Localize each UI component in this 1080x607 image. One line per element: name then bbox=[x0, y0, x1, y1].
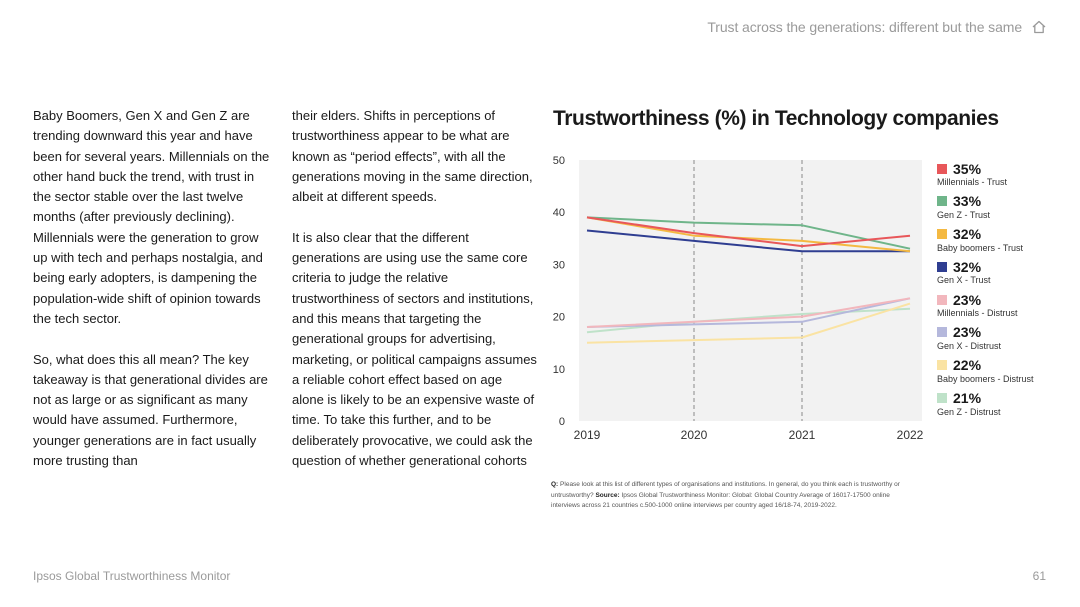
series-line bbox=[586, 216, 911, 250]
legend-swatch bbox=[937, 229, 947, 240]
legend-swatch bbox=[937, 327, 947, 338]
legend-value: 22% bbox=[953, 357, 982, 374]
legend-item-header: 35% bbox=[937, 160, 1067, 177]
legend-item-header: 21% bbox=[937, 390, 1067, 407]
legend-item-header: 33% bbox=[937, 193, 1067, 210]
chart-footnote: Q: Please look at this list of different… bbox=[551, 480, 911, 512]
legend-series-name: Gen Z - Distrust bbox=[937, 406, 1001, 417]
legend-item: 23% Millennials - Distrust bbox=[937, 291, 1067, 324]
legend-item: 23% Gen X - Distrust bbox=[937, 324, 1067, 357]
legend-value: 21% bbox=[953, 390, 982, 407]
legend-swatch bbox=[937, 393, 947, 404]
y-tick-label: 30 bbox=[553, 259, 565, 271]
series-line bbox=[586, 216, 911, 248]
legend-swatch bbox=[937, 163, 947, 174]
body-paragraph: their elders. Shifts in perceptions of t… bbox=[292, 108, 533, 205]
legend-item-header: 32% bbox=[937, 226, 1067, 243]
series-line bbox=[586, 229, 910, 253]
plot-background bbox=[579, 160, 922, 421]
legend-swatch bbox=[937, 196, 947, 207]
legend-series-name: Millennials - Distrust bbox=[937, 308, 1018, 319]
y-tick-label: 0 bbox=[559, 416, 565, 428]
legend-swatch bbox=[937, 261, 947, 272]
body-text-column-1: Baby Boomers, Gen X and Gen Z are trendi… bbox=[33, 106, 273, 492]
series-line bbox=[586, 216, 911, 253]
x-tick-label: 2022 bbox=[897, 428, 924, 442]
footnote-q-label: Q: bbox=[551, 481, 559, 488]
legend-item: 32% Baby boomers - Trust bbox=[937, 226, 1067, 259]
series-line bbox=[586, 297, 911, 328]
legend-value: 23% bbox=[953, 291, 982, 308]
series-line bbox=[586, 297, 911, 328]
legend-series-name: Baby boomers - Distrust bbox=[937, 373, 1034, 384]
page-header-title: Trust across the generations: different … bbox=[707, 19, 1022, 35]
y-tick-label: 40 bbox=[553, 207, 565, 219]
chart-legend: 35% Millennials - Trust 33% Gen Z - Trust 32… bbox=[937, 160, 1067, 422]
page-number: 61 bbox=[1032, 569, 1046, 583]
legend-item: 35% Millennials - Trust bbox=[937, 160, 1067, 193]
series-line bbox=[586, 302, 911, 344]
legend-value: 32% bbox=[953, 226, 982, 243]
body-paragraph: Baby Boomers, Gen X and Gen Z are trendi… bbox=[33, 108, 270, 326]
x-tick-label: 2020 bbox=[681, 428, 708, 442]
body-text-column-2: their elders. Shifts in perceptions of t… bbox=[292, 106, 537, 492]
body-paragraph: It is also clear that the different gene… bbox=[292, 229, 537, 469]
chart-title: Trustworthiness (%) in Technology compan… bbox=[553, 107, 999, 130]
footnote-source: Ipsos Global Trustworthiness Monitor: Gl… bbox=[551, 491, 890, 510]
footnote-question: Please look at this list of different ty… bbox=[551, 481, 900, 499]
legend-item-header: 23% bbox=[937, 291, 1067, 308]
legend-value: 23% bbox=[953, 324, 982, 341]
legend-swatch bbox=[937, 294, 947, 305]
x-tick-label: 2021 bbox=[789, 428, 816, 442]
legend-series-name: Gen Z - Trust bbox=[937, 209, 991, 220]
y-tick-label: 50 bbox=[553, 155, 565, 167]
legend-item: 22% Baby boomers - Distrust bbox=[937, 357, 1067, 390]
legend-item-header: 22% bbox=[937, 357, 1067, 374]
legend-series-name: Millennials - Trust bbox=[937, 177, 1008, 187]
legend-series-name: Gen X - Trust bbox=[937, 275, 991, 286]
legend-value: 35% bbox=[953, 160, 982, 177]
home-icon[interactable] bbox=[1031, 19, 1047, 35]
series-line bbox=[586, 307, 911, 334]
legend-item: 32% Gen X - Trust bbox=[937, 258, 1067, 291]
legend-item: 33% Gen Z - Trust bbox=[937, 193, 1067, 226]
body-paragraph: So, what does this all mean? The key tak… bbox=[33, 351, 268, 469]
line-chart: 0 10 20 30 40 50 2019 2020 2021 2022 bbox=[553, 155, 924, 442]
x-tick-label: 2019 bbox=[574, 428, 601, 442]
legend-item-header: 32% bbox=[937, 258, 1067, 275]
legend-value: 32% bbox=[953, 258, 982, 275]
legend-series-name: Gen X - Distrust bbox=[937, 340, 1002, 351]
footnote-source-label: Source: bbox=[595, 491, 620, 499]
legend-swatch bbox=[937, 360, 947, 371]
y-tick-label: 10 bbox=[553, 364, 565, 376]
legend-series-name: Baby boomers - Trust bbox=[937, 242, 1024, 253]
legend-item: 21% Gen Z - Distrust bbox=[937, 390, 1067, 423]
legend-item-header: 23% bbox=[937, 324, 1067, 341]
y-tick-label: 20 bbox=[553, 312, 565, 324]
footer-publication-name: Ipsos Global Trustworthiness Monitor bbox=[33, 569, 231, 583]
legend-value: 33% bbox=[953, 193, 982, 210]
